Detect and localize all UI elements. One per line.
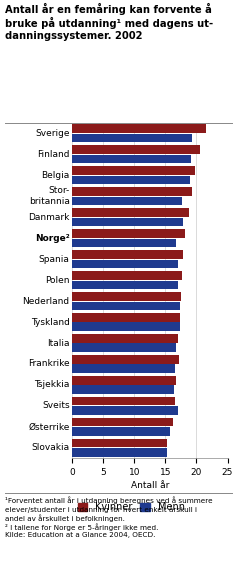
Bar — [72, 145, 200, 154]
Bar — [72, 313, 180, 322]
Bar — [72, 355, 179, 363]
Bar — [72, 406, 178, 415]
Bar — [72, 397, 175, 405]
Bar — [72, 439, 167, 447]
Bar — [72, 449, 167, 457]
Bar — [72, 343, 176, 352]
Bar — [72, 238, 176, 247]
Bar — [72, 334, 178, 343]
Bar — [72, 427, 170, 436]
Bar — [72, 259, 178, 268]
Bar — [72, 280, 178, 289]
Bar — [72, 364, 175, 373]
Bar — [72, 292, 181, 301]
Text: Antall år en femåring kan forvente å
bruke på utdanning¹ med dagens ut-
dannings: Antall år en femåring kan forvente å bru… — [5, 3, 213, 41]
Bar — [72, 230, 185, 238]
Bar — [72, 250, 183, 259]
Bar — [72, 208, 189, 217]
Bar — [72, 187, 191, 196]
Bar — [72, 271, 182, 280]
Bar — [72, 176, 190, 184]
Bar — [72, 218, 183, 226]
Text: ¹Forventet antall år i utdanning beregnes ved å summere
elever/studenter i utdan: ¹Forventet antall år i utdanning beregne… — [5, 496, 212, 538]
Bar — [72, 134, 192, 142]
Bar — [72, 197, 182, 205]
Legend: Kvinner, Menn: Kvinner, Menn — [78, 502, 185, 512]
Bar — [72, 418, 173, 426]
Bar — [72, 376, 176, 384]
X-axis label: Antall år: Antall år — [131, 481, 169, 491]
Bar — [72, 322, 180, 331]
Bar — [72, 301, 180, 310]
Bar — [72, 385, 174, 394]
Bar — [72, 124, 206, 133]
Bar — [72, 155, 191, 163]
Bar — [72, 166, 195, 175]
